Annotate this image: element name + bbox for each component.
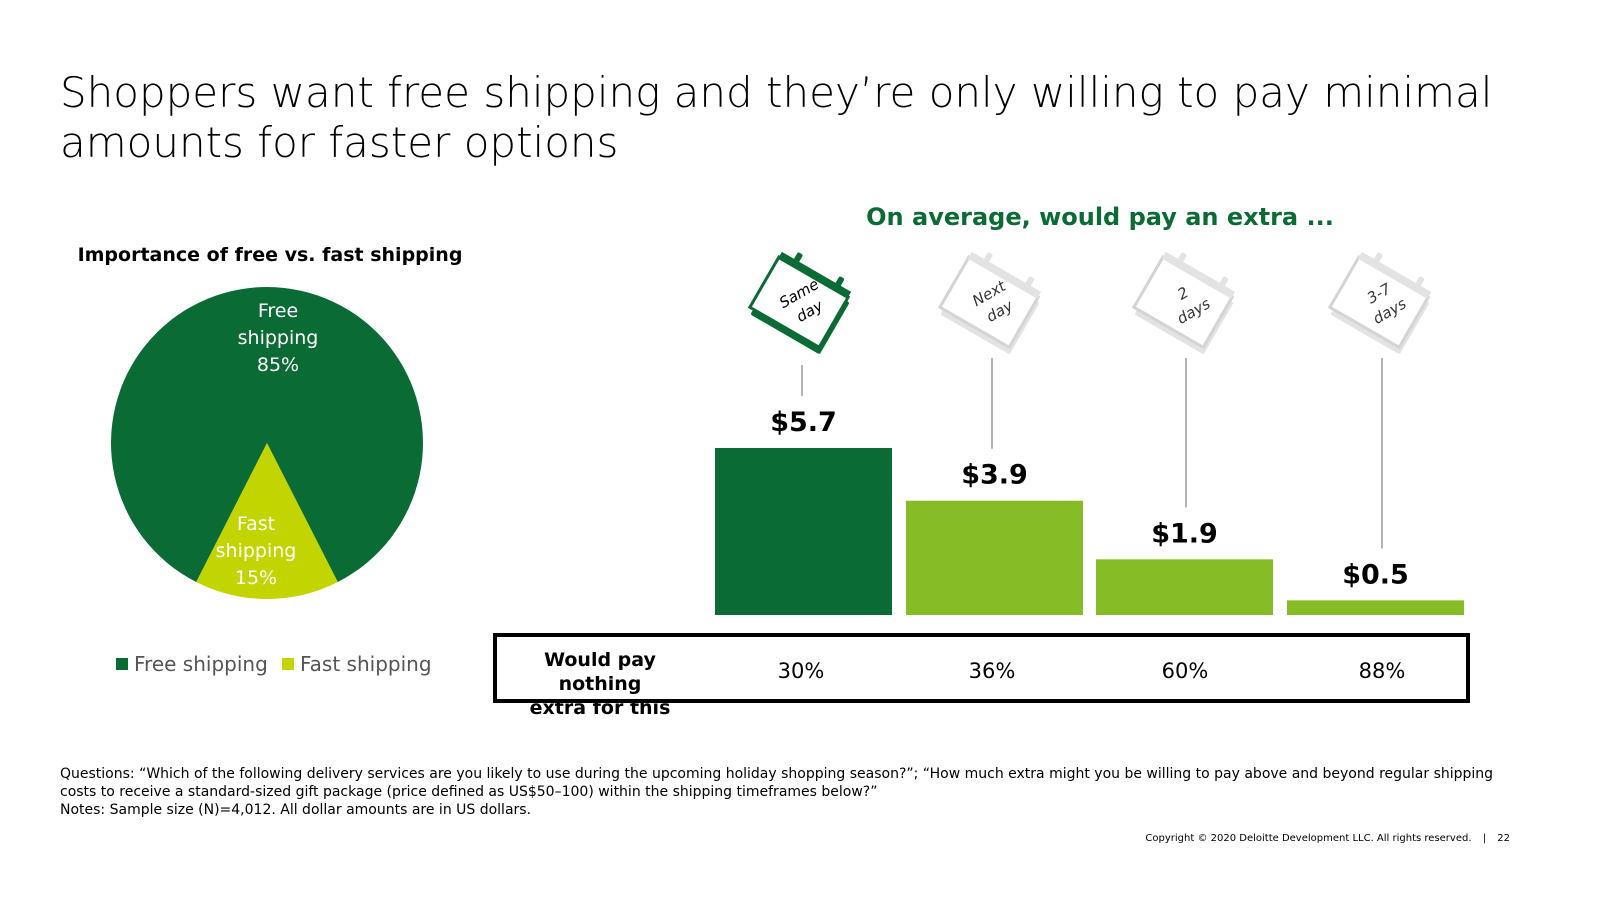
bar-value-label-2-days: $1.9 [1151, 518, 1218, 549]
notes-sample: Notes: Sample size (N)=4,012. All dollar… [60, 802, 532, 818]
legend-label-free: Free shipping [134, 652, 268, 676]
pay-nothing-label: Would pay nothing extra for this [500, 648, 700, 720]
pie-label-fast: Fast shipping 15% [191, 511, 321, 592]
pie-label-fast-value: 15% [234, 567, 278, 589]
pie-chart-title: Importance of free vs. fast shipping [77, 244, 463, 266]
pie-label-fast-line1: Fast [236, 513, 276, 535]
bar-value-label-next-day: $3.9 [961, 460, 1028, 491]
footer: Copyright © 2020 Deloitte Development LL… [1145, 833, 1510, 844]
legend-label-fast: Fast shipping [300, 652, 432, 676]
pay-nothing-value-same-day: 30% [777, 659, 825, 683]
bar-3-7-days [1287, 600, 1464, 615]
slide-title: Shoppers want free shipping and they’re … [60, 68, 1493, 167]
legend-swatch-free [116, 658, 128, 670]
legend-item-fast: Fast shipping [282, 652, 432, 676]
legend-swatch-fast [282, 658, 294, 670]
pie-label-free-line1: Free [257, 300, 299, 322]
notes-questions: Questions: “Which of the following deliv… [60, 766, 1494, 800]
bar-next-day [906, 500, 1083, 615]
pie-label-free: Free shipping 85% [213, 298, 343, 379]
notes: Questions: “Which of the following deliv… [60, 765, 1530, 819]
page-number: 22 [1497, 833, 1510, 844]
pay-nothing-row [493, 633, 1470, 703]
pie-slice-free-shipping [111, 287, 424, 582]
footer-separator: | [1482, 833, 1487, 844]
pie-label-free-line2: shipping [237, 327, 319, 349]
pie-slice-fast-shipping [196, 443, 338, 599]
pay-nothing-label-line1: Would pay nothing [544, 649, 656, 695]
bar-2-days [1096, 559, 1273, 615]
pay-nothing-value-3-7-days: 88% [1358, 659, 1406, 683]
pie-label-free-value: 85% [256, 354, 300, 376]
bar-value-label-same-day: $5.7 [770, 407, 837, 438]
pay-nothing-value-next-day: 36% [968, 659, 1016, 683]
bar-chart-title: On average, would pay an extra ... [866, 203, 1334, 231]
pay-nothing-label-line2: extra for this [529, 697, 671, 719]
pie-label-fast-line2: shipping [215, 540, 297, 562]
footer-copyright: Copyright © 2020 Deloitte Development LL… [1145, 833, 1472, 844]
pay-nothing-value-2-days: 60% [1161, 659, 1209, 683]
legend-item-free: Free shipping [116, 652, 268, 676]
bar-same-day [715, 448, 892, 615]
bar-value-label-3-7-days: $0.5 [1342, 559, 1409, 590]
